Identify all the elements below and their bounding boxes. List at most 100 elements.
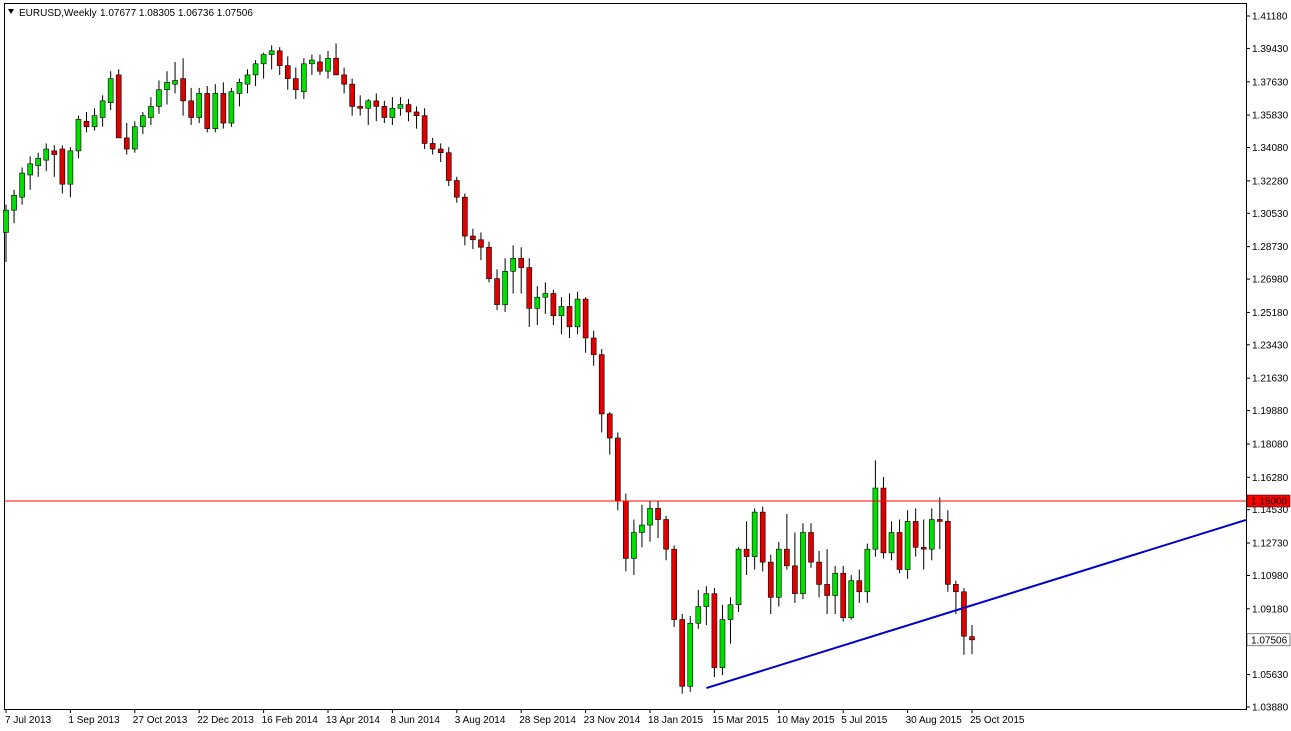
time-tick-label: 18 Jan 2015: [648, 715, 703, 726]
candle-body: [252, 63, 259, 76]
candle: [389, 97, 396, 125]
candles-layer: [3, 43, 975, 694]
candle: [928, 508, 935, 561]
time-tick-label: 3 Aug 2014: [455, 715, 506, 726]
candle-body: [325, 57, 331, 72]
candle: [590, 330, 597, 366]
candle-body: [623, 500, 629, 559]
candle-body: [148, 106, 154, 118]
candle-body: [711, 593, 718, 669]
candle-body: [349, 83, 355, 107]
candle: [445, 147, 452, 187]
candle-body: [928, 519, 935, 550]
triangle-down-icon[interactable]: [8, 9, 14, 14]
candle: [518, 247, 525, 294]
time-tick-label: 13 Apr 2014: [326, 715, 380, 726]
candle: [284, 56, 291, 90]
candle: [888, 521, 895, 561]
candle-body: [703, 593, 710, 607]
candle: [880, 476, 887, 559]
candle: [478, 232, 484, 261]
candle: [872, 460, 879, 557]
candle-body: [268, 50, 275, 55]
price-tick-label: 1.21630: [1252, 374, 1289, 385]
candle: [196, 87, 202, 124]
candle: [156, 80, 162, 114]
candle-body: [832, 572, 838, 596]
candle-body: [373, 100, 380, 107]
candle: [357, 95, 364, 116]
candle-body: [91, 115, 98, 128]
candle-body: [936, 519, 943, 522]
candle-body: [228, 91, 235, 124]
candle-body: [792, 565, 798, 594]
candle-body: [945, 521, 951, 585]
candle-body: [35, 157, 42, 166]
candle-body: [309, 59, 315, 65]
candle-body: [220, 93, 227, 124]
candle-body: [75, 119, 82, 152]
time-tick-label: 7 Jul 2013: [5, 715, 52, 726]
candle: [405, 98, 412, 122]
candle: [945, 510, 951, 592]
candle: [35, 152, 42, 177]
candle: [896, 519, 903, 574]
candle: [349, 78, 355, 116]
candle-body: [357, 106, 364, 109]
candle: [365, 98, 372, 125]
candle-body: [904, 521, 911, 570]
candle: [43, 143, 50, 172]
price-tick-label: 1.39430: [1252, 44, 1289, 55]
current-price-badge: 1.07506: [1246, 633, 1291, 646]
candle: [204, 86, 211, 133]
price-tick-label: 1.14530: [1252, 505, 1289, 516]
candle-body: [437, 148, 444, 154]
candle: [671, 545, 677, 627]
plot-area[interactable]: [4, 3, 1247, 710]
candle-body: [123, 137, 130, 150]
candle: [325, 50, 331, 79]
candle-body: [381, 106, 388, 118]
candle: [180, 58, 186, 116]
candle-body: [196, 93, 202, 118]
candle: [421, 108, 428, 150]
candle: [953, 580, 959, 615]
candle-body: [67, 150, 74, 185]
candle-body: [19, 172, 25, 198]
price-axis[interactable]: 1.41180 1.39430 1.37630 1.35830 1.34080 1.322…: [1246, 12, 1291, 714]
candle: [840, 565, 847, 622]
candle-body: [550, 293, 557, 317]
candle-body: [534, 296, 541, 309]
candle: [759, 506, 766, 572]
candle: [132, 121, 138, 153]
candle: [301, 58, 307, 99]
candle-body: [840, 572, 847, 619]
candle-body: [961, 591, 967, 637]
price-tick-label: 1.16280: [1252, 473, 1289, 484]
candle: [381, 100, 388, 124]
candle: [727, 597, 734, 644]
level-badge: 1.15000: [1246, 494, 1291, 507]
candle: [494, 269, 500, 311]
candle: [735, 547, 742, 613]
candle-body: [558, 306, 565, 317]
candle-body: [743, 548, 750, 557]
price-tick-label: 1.35830: [1252, 111, 1289, 122]
candle-body: [510, 258, 516, 272]
time-axis[interactable]: 7 Jul 2013 1 Sep 2013 27 Oct 2013 22 Dec 20…: [5, 709, 1025, 726]
candle-body: [365, 100, 372, 109]
candle: [566, 293, 573, 338]
candle: [27, 156, 33, 190]
price-tick-label: 1.32280: [1252, 176, 1289, 187]
candle-body: [470, 235, 476, 241]
candle-body: [784, 548, 790, 567]
candle: [784, 513, 790, 570]
candle-body: [478, 239, 484, 248]
candle: [775, 541, 782, 607]
candle: [856, 569, 863, 603]
candle: [534, 286, 541, 326]
candle-body: [671, 548, 677, 620]
candle: [333, 43, 339, 76]
candle-body: [639, 524, 645, 533]
